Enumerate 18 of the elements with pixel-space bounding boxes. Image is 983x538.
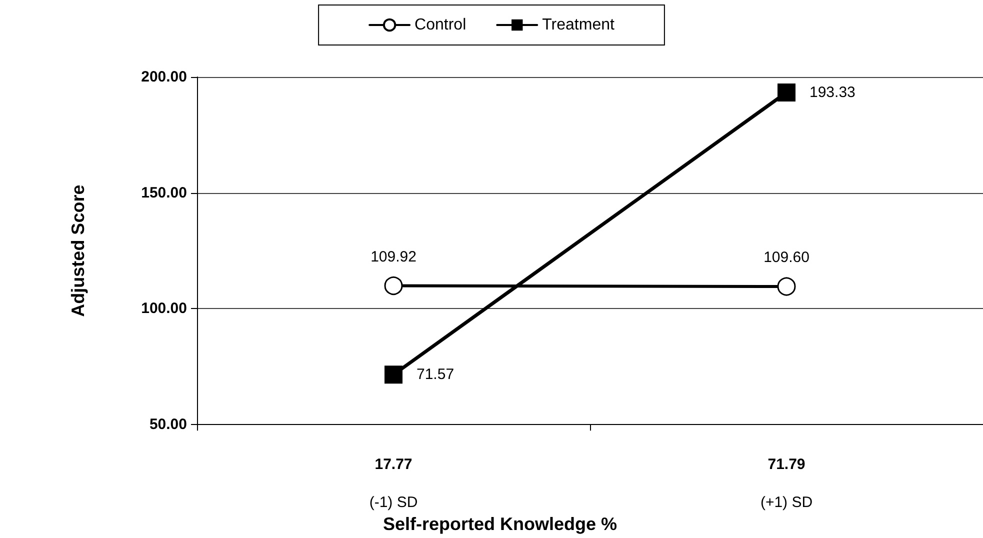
legend-label: Control: [414, 16, 466, 34]
y-tick-label: 150.00: [141, 184, 187, 202]
data-label: 193.33: [810, 84, 856, 101]
data-label: 109.60: [764, 249, 810, 266]
point: [384, 276, 403, 295]
point: [777, 277, 796, 296]
y-tick-label: 50.00: [149, 416, 187, 434]
point: [778, 83, 796, 102]
x-axis-title: Self-reported Knowledge %: [382, 514, 618, 534]
y-tick-label: 200.00: [141, 68, 187, 86]
legend-label: Treatment: [542, 16, 616, 34]
category-label: 17.77 (-1) SD: [369, 456, 418, 512]
y-axis-title: Adjusted Score: [68, 184, 88, 317]
category-label: 71.79 (+1) SD: [760, 456, 813, 512]
y-tick-label: 100.00: [141, 300, 187, 318]
point: [384, 366, 402, 384]
data-label: 109.92: [370, 248, 416, 266]
data-label: 71.57: [416, 366, 454, 384]
